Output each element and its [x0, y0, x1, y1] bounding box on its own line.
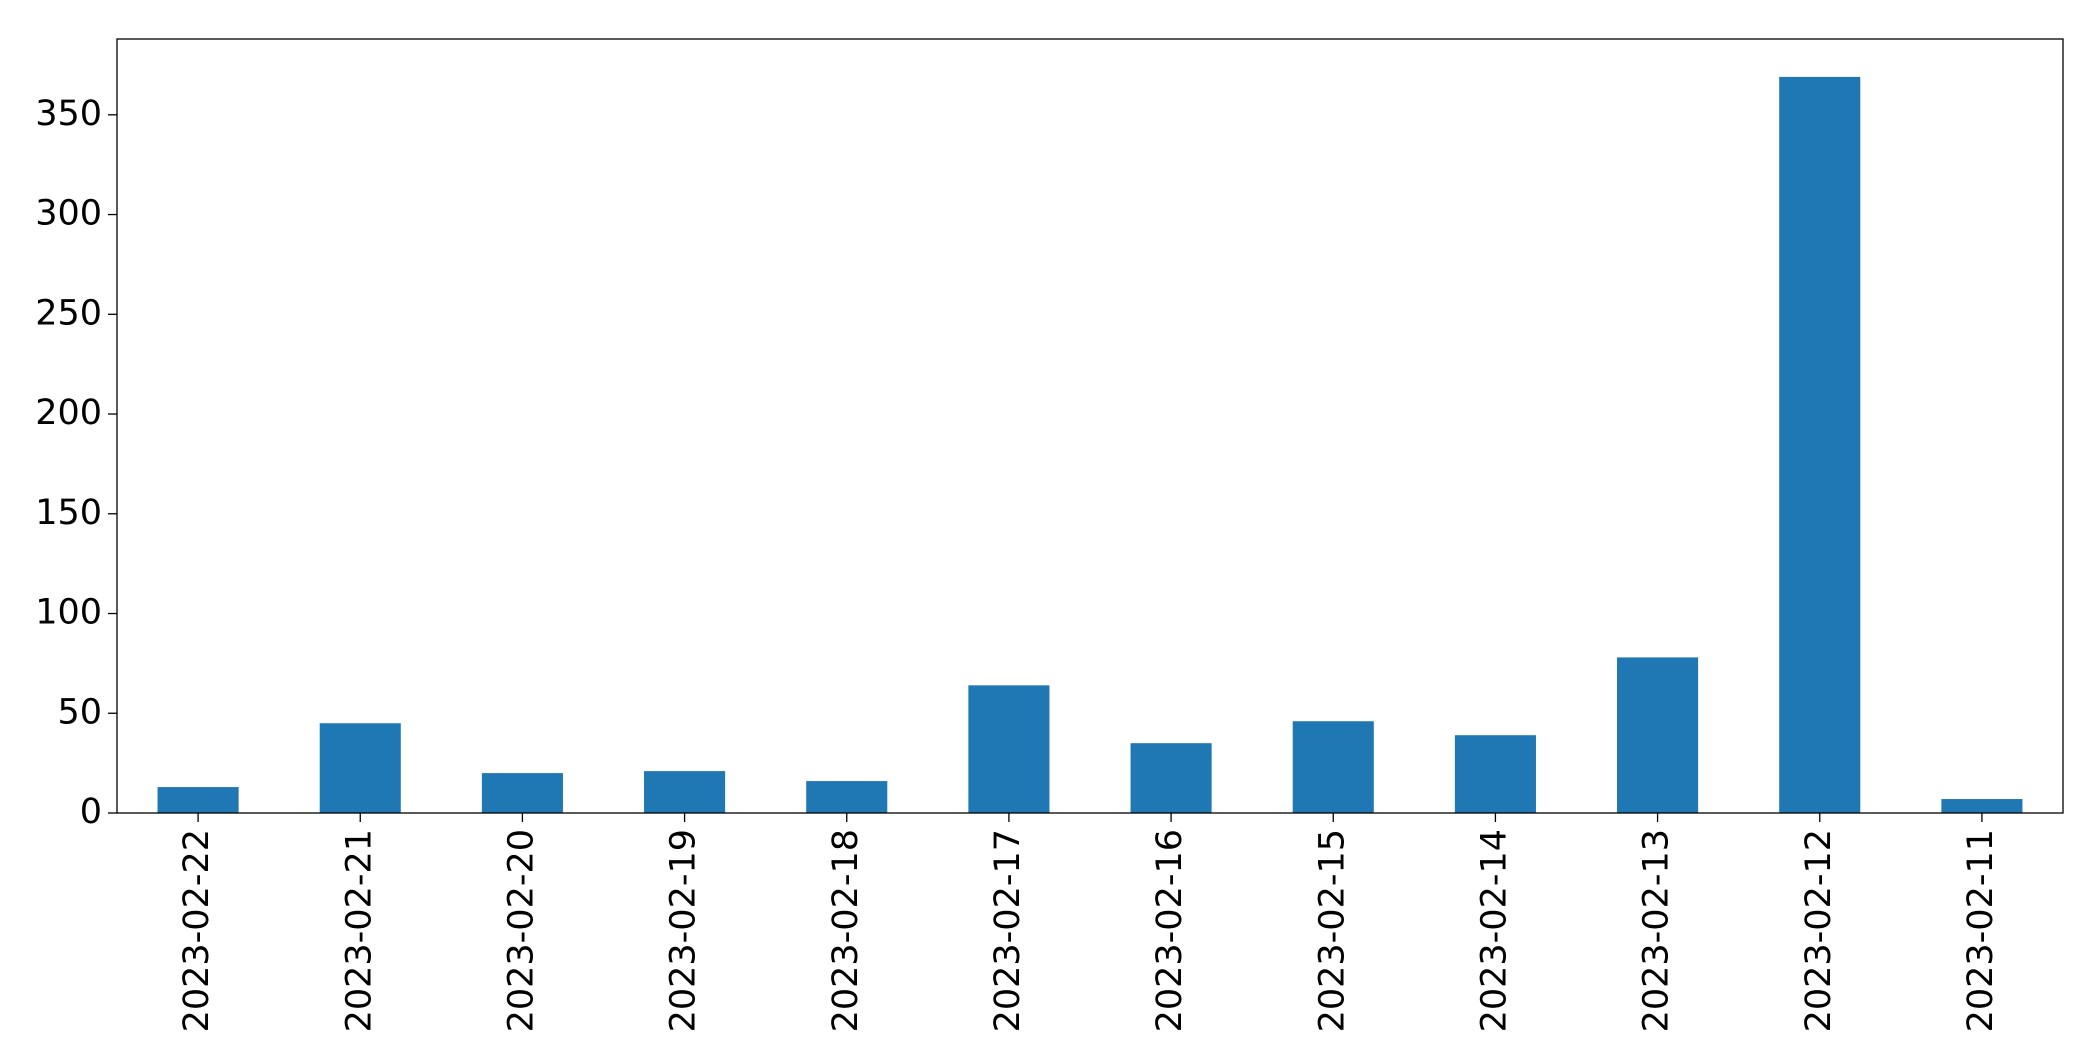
y-tick-label: 250	[35, 293, 102, 333]
x-tick-label: 2023-02-17	[988, 829, 1028, 1032]
y-tick-label: 100	[35, 593, 102, 633]
bar	[1292, 721, 1374, 813]
x-tick-label: 2023-02-11	[1961, 829, 2001, 1032]
x-tick-label: 2023-02-16	[1150, 829, 1190, 1032]
y-tick-label: 350	[35, 94, 102, 134]
bar	[319, 723, 401, 813]
bar	[968, 685, 1050, 813]
x-tick-label: 2023-02-14	[1474, 829, 1514, 1032]
bar	[1454, 735, 1536, 813]
bar	[481, 773, 563, 813]
x-tick-label: 2023-02-15	[1312, 829, 1352, 1032]
y-tick-label: 200	[35, 393, 102, 433]
x-tick-label: 2023-02-19	[664, 829, 704, 1032]
x-tick-label: 2023-02-22	[177, 829, 217, 1032]
bar	[1130, 743, 1212, 813]
bar	[1941, 799, 2023, 813]
x-tick-label: 2023-02-18	[826, 829, 866, 1032]
x-tick-label: 2023-02-12	[1799, 829, 1839, 1032]
bar	[1617, 657, 1699, 813]
bar	[806, 781, 888, 813]
y-tick-label: 50	[57, 692, 102, 732]
y-tick-label: 150	[35, 493, 102, 533]
x-tick-label: 2023-02-21	[339, 829, 379, 1032]
bar	[157, 787, 239, 813]
y-tick-label: 0	[80, 792, 102, 832]
y-tick-label: 300	[35, 194, 102, 234]
plot-frame	[116, 38, 2064, 814]
x-tick-label: 2023-02-13	[1637, 829, 1677, 1032]
bar	[644, 771, 726, 813]
x-tick-label: 2023-02-20	[501, 829, 541, 1032]
bar	[1779, 76, 1861, 814]
